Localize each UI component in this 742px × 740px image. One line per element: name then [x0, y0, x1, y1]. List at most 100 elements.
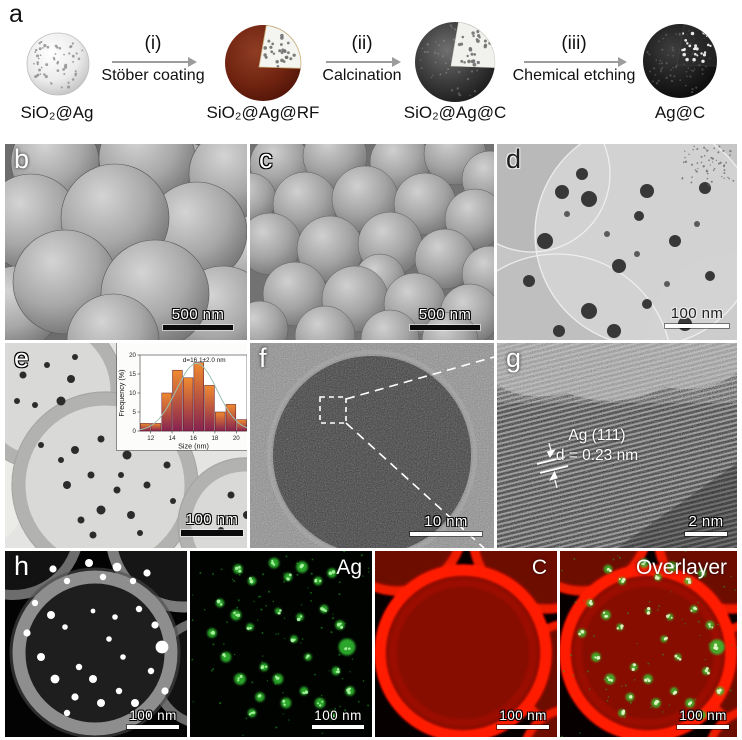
scale-bar-line — [163, 325, 233, 330]
arrow-step-label: (iii) — [561, 33, 587, 54]
map-label-c: C — [531, 556, 547, 579]
scale-bar-text: 2 nm — [688, 513, 724, 530]
svg-text:Frequency (%): Frequency (%) — [117, 369, 126, 416]
scale-bar-text: 100 nm — [679, 707, 727, 723]
step-name-sio2-ag: SiO₂@Ag — [20, 103, 94, 122]
eds-ag-map-art — [190, 551, 372, 737]
arrow-right-icon — [326, 56, 401, 67]
ag-cluster-cores — [210, 559, 351, 719]
scale-bar-text: 100 nm — [129, 707, 177, 723]
scale-bar-line — [665, 324, 729, 328]
svg-text:10: 10 — [129, 390, 136, 397]
map-label-overlay: Overlayer — [635, 556, 727, 579]
reaction-arrow-ii: (ii) Calcination — [314, 33, 410, 85]
svg-text:20: 20 — [233, 435, 240, 442]
cutaway-dots — [263, 33, 296, 68]
panel-c-sem-image: c 500 nm — [250, 144, 494, 340]
arrow-right-icon — [112, 56, 197, 67]
panel-f-scalebar: 10 nm — [410, 514, 482, 536]
panel-e-tem-image: 12 14 16 18 20 0 5 10 15 20 d=16.1±2.0 nm Size (nm)… — [5, 343, 247, 548]
scale-bar-line — [410, 325, 480, 330]
panel-ag-scalebar: 100 nm — [312, 707, 364, 729]
haadf-art — [5, 551, 187, 737]
arrow-right-icon — [524, 56, 627, 67]
scale-bar-text: 100 nm — [185, 511, 239, 528]
svg-text:0: 0 — [133, 428, 137, 435]
scale-bar-text: 100 nm — [314, 707, 362, 723]
lattice-annotation-line1: Ag (111) — [568, 427, 626, 444]
panel-h-scalebar: 100 nm — [127, 707, 179, 729]
scale-bar-line — [497, 725, 549, 729]
map-label-ag: Ag — [336, 556, 362, 579]
sphere-sio2-ag-c-icon — [415, 22, 496, 102]
svg-text:18: 18 — [211, 435, 218, 442]
svg-text:16: 16 — [190, 435, 197, 442]
cutaway-dots — [457, 30, 492, 67]
panel-e-scalebar: 100 nm — [181, 512, 243, 536]
svg-text:Size (nm): Size (nm) — [178, 442, 209, 451]
scale-bar-text: 10 nm — [424, 513, 468, 530]
scale-bar-line — [312, 725, 364, 729]
panel-h-label: h — [14, 551, 30, 581]
panel-h-overlay-map: Overlayer 100 nm — [560, 551, 737, 737]
reaction-arrow-iii: (iii) Chemical etching — [512, 33, 636, 85]
scale-bar-text: 100 nm — [499, 707, 547, 723]
panel-f-label: f — [259, 343, 267, 373]
histogram-chart: 12 14 16 18 20 0 5 10 15 20 d=16.1±2.0 nm Size (nm)… — [117, 343, 247, 450]
panel-h-ag-map: Ag 100 nm — [190, 551, 372, 737]
scale-bar-line — [685, 532, 727, 536]
panel-a-label: a — [9, 0, 23, 28]
arrow-caption: Chemical etching — [512, 66, 636, 84]
sphere-dots — [33, 40, 84, 89]
carbon-red-shapes — [375, 551, 557, 737]
speckle-dots — [681, 145, 735, 187]
panel-d-scalebar: 100 nm — [665, 306, 729, 328]
svg-text:5: 5 — [133, 409, 137, 416]
sphere-ag-c-icon — [643, 24, 718, 98]
panel-b-label: b — [14, 144, 30, 174]
panel-g-lattice-image: Ag (111) d = 0.23 nm g 2 nm — [497, 343, 737, 548]
arrow-step-label: (i) — [144, 33, 162, 54]
size-histogram-inset: 12 14 16 18 20 0 5 10 15 20 d=16.1±2.0 nm Size (nm)… — [117, 343, 247, 450]
arrow-caption: Stöber coating — [101, 66, 205, 84]
panel-e-label: e — [14, 343, 30, 373]
panel-g-scalebar: 2 nm — [685, 514, 727, 536]
step-name-sio2-ag-c: SiO₂@Ag@C — [403, 103, 507, 122]
panel-f-hrtem-image: f 10 nm — [250, 343, 494, 548]
panel-c-map-scalebar: 100 nm — [497, 707, 549, 729]
hrtem-art — [250, 343, 494, 548]
panel-overlay-scalebar: 100 nm — [677, 707, 729, 729]
svg-text:14: 14 — [169, 435, 176, 442]
panel-h-c-map: C 100 nm — [375, 551, 557, 737]
scale-bar-text: 500 nm — [171, 306, 225, 323]
panel-c-label: c — [259, 144, 273, 174]
panel-d-label: d — [506, 144, 522, 174]
panel-h-haadf-image: h 100 nm — [5, 551, 187, 737]
svg-text:20: 20 — [129, 352, 136, 359]
panel-b-scalebar: 500 nm — [163, 307, 233, 330]
ag-nanoparticle-dots — [14, 354, 247, 539]
scale-bar-line — [677, 725, 729, 729]
lattice-annotation-line2: d = 0.23 nm — [555, 447, 639, 464]
panel-a-scheme: a (i) Stöber coating (ii) Calcination — [0, 0, 742, 142]
etched-ag-dots — [677, 30, 712, 63]
svg-text:d=16.1±2.0 nm: d=16.1±2.0 nm — [183, 357, 226, 364]
panel-d-tem-image: d 100 nm — [497, 144, 737, 340]
svg-text:15: 15 — [129, 371, 136, 378]
step-name-sio2-ag-rf: SiO₂@Ag@RF — [206, 103, 320, 122]
lattice-fringes-art — [497, 343, 737, 548]
scale-bar-text: 100 nm — [670, 305, 724, 322]
sphere-sio2-ag-rf-icon — [225, 25, 302, 101]
panel-b-sem-image: b 500 nm — [5, 144, 247, 340]
scale-bar-line — [181, 530, 243, 536]
arrow-step-label: (ii) — [351, 33, 373, 54]
scale-bar-text: 500 nm — [418, 306, 472, 323]
ag-cluster-cores — [578, 560, 722, 719]
scale-bar-line — [410, 532, 482, 536]
sem-spheres-art — [250, 144, 494, 340]
step-name-ag-c: Ag@C — [654, 103, 706, 122]
ag-bright-dots — [23, 559, 169, 719]
eds-c-map-art — [375, 551, 557, 737]
sem-spheres-art — [5, 144, 247, 340]
